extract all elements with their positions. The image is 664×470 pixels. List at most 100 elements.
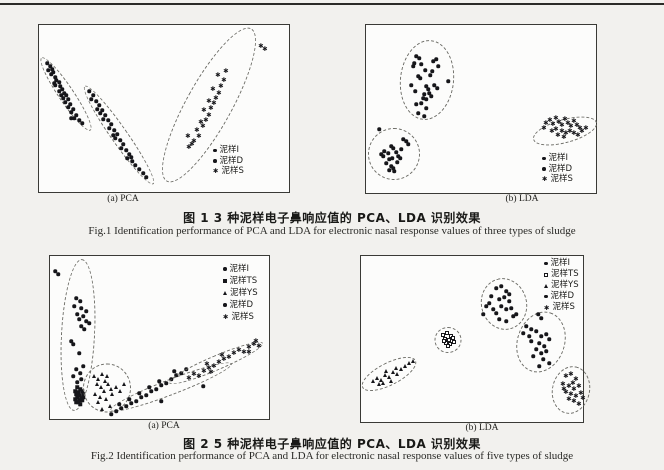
scatter-point bbox=[81, 364, 85, 368]
scatter-point bbox=[112, 128, 116, 132]
scatter-point bbox=[77, 118, 81, 122]
legend-item: 泥样D bbox=[542, 164, 573, 175]
scatter-point bbox=[507, 292, 511, 296]
scatter-point bbox=[79, 396, 83, 400]
scatter-point bbox=[96, 400, 100, 404]
scatter-point bbox=[80, 398, 84, 402]
scatter-point bbox=[414, 54, 418, 58]
scatter-point bbox=[71, 342, 75, 346]
scatter-point bbox=[371, 379, 375, 383]
scatter-point bbox=[179, 371, 183, 375]
scatter-point bbox=[74, 400, 78, 404]
scatter-point: ✱ bbox=[566, 382, 572, 390]
scatter-point bbox=[387, 157, 391, 161]
scatter-point: ✱ bbox=[563, 372, 569, 380]
scatter-point bbox=[536, 312, 540, 316]
scatter-point bbox=[75, 380, 79, 384]
scatter-point bbox=[431, 59, 435, 63]
scatter-point: ✱ bbox=[571, 397, 577, 405]
scatter-point bbox=[541, 357, 545, 361]
cluster-ellipse bbox=[83, 363, 131, 413]
dot-marker-icon bbox=[542, 156, 546, 160]
scatter-point bbox=[422, 114, 426, 118]
scatter-point bbox=[54, 78, 58, 82]
triangle-marker-icon bbox=[223, 291, 227, 295]
scatter-point: ✱ bbox=[191, 137, 197, 145]
scatter-point bbox=[101, 117, 105, 121]
scatter-point bbox=[93, 392, 97, 396]
dot-marker-icon bbox=[542, 167, 546, 171]
scatter-point bbox=[494, 286, 498, 290]
scatter-point bbox=[392, 169, 396, 173]
scatter-point: ✱ bbox=[221, 355, 227, 363]
dot-marker-icon bbox=[544, 261, 548, 266]
fig1-caption-english: Fig.1 Identification performance of PCA … bbox=[88, 225, 576, 237]
scatter-point bbox=[419, 62, 423, 66]
dot-marker-icon bbox=[213, 159, 217, 163]
scatter-point bbox=[108, 404, 112, 408]
scatter-point bbox=[398, 156, 402, 160]
scatter-point: ✱ bbox=[210, 85, 216, 93]
scatter-point bbox=[159, 383, 163, 387]
scatter-point bbox=[174, 373, 178, 377]
scatter-point bbox=[141, 171, 145, 175]
scatter-point bbox=[386, 151, 390, 155]
fig2-lda-scatter-plot: ✱ ✱ ✱ ✱ ✱ ✱ ✱ ✱ ✱ ✱ ✱ ✱ ✱ ✱ ✱ ✱ ✱ 泥样I 泥样TS 泥样YS 泥样D ✱ 泥样S bbox=[357, 255, 595, 423]
scatter-point: ✱ bbox=[216, 358, 222, 366]
fig2-caption-english: Fig.2 Identification performance of PCA … bbox=[90, 450, 574, 462]
scatter-point bbox=[430, 69, 434, 73]
scatter-point: ✱ bbox=[570, 379, 576, 387]
scatter-point bbox=[395, 160, 399, 164]
scatter-point bbox=[399, 367, 403, 371]
scatter-point bbox=[394, 150, 398, 154]
scatter-point: ✱ bbox=[231, 349, 237, 357]
fig2-panel-b-label: (b) LDA bbox=[465, 423, 499, 433]
scatter-point bbox=[534, 329, 538, 333]
scatter-point bbox=[419, 101, 423, 105]
scatter-point bbox=[417, 56, 421, 60]
legend-item-label: 泥样D bbox=[550, 291, 575, 302]
scatter-point: ✱ bbox=[206, 111, 212, 119]
scatter-point bbox=[124, 148, 128, 152]
scatter-point bbox=[104, 397, 108, 401]
scatter-point: ✱ bbox=[556, 118, 562, 126]
scatter-point bbox=[489, 294, 493, 298]
scatter-point bbox=[66, 97, 70, 101]
legend-item: 泥样TS bbox=[544, 269, 579, 280]
cluster-ellipse bbox=[357, 350, 421, 398]
dot-marker-icon bbox=[544, 294, 548, 299]
scatter-point bbox=[74, 392, 78, 396]
scatter-point bbox=[79, 324, 83, 328]
legend-item: ✱ 泥样S bbox=[213, 166, 244, 177]
scatter-point bbox=[102, 389, 106, 393]
scatter-point: ✱ bbox=[568, 390, 574, 398]
scatter-point bbox=[75, 312, 79, 316]
cluster-ellipse bbox=[368, 128, 420, 180]
scatter-point: ✱ bbox=[206, 364, 212, 372]
fig2-panel-a-label: (a) PCA bbox=[148, 421, 180, 431]
scatter-point bbox=[77, 317, 81, 321]
scatter-point bbox=[122, 382, 126, 386]
legend-item: 泥样I bbox=[544, 258, 579, 269]
scatter-point bbox=[423, 68, 427, 72]
scatter-point bbox=[201, 384, 205, 388]
legend-item: 泥样I bbox=[542, 153, 573, 164]
scatter-point bbox=[387, 375, 391, 379]
plot-legend: 泥样I 泥样D ✱ 泥样S bbox=[542, 153, 573, 185]
scatter-point: ✱ bbox=[253, 337, 259, 345]
legend-item-label: 泥样D bbox=[548, 163, 573, 174]
scatter-point bbox=[542, 344, 546, 348]
scatter-point bbox=[527, 334, 531, 338]
scatter-point bbox=[409, 83, 413, 87]
scatter-point bbox=[504, 307, 508, 311]
scatter-point bbox=[514, 312, 518, 316]
scatter-point bbox=[416, 111, 420, 115]
scatter-point bbox=[94, 99, 98, 103]
scatter-point bbox=[46, 68, 50, 72]
scatter-point bbox=[82, 327, 86, 331]
scatter-point bbox=[57, 80, 61, 84]
scatter-point bbox=[504, 319, 508, 323]
scatter-point: ✱ bbox=[251, 340, 257, 348]
scatter-point bbox=[59, 93, 63, 97]
scatter-point bbox=[499, 304, 503, 308]
